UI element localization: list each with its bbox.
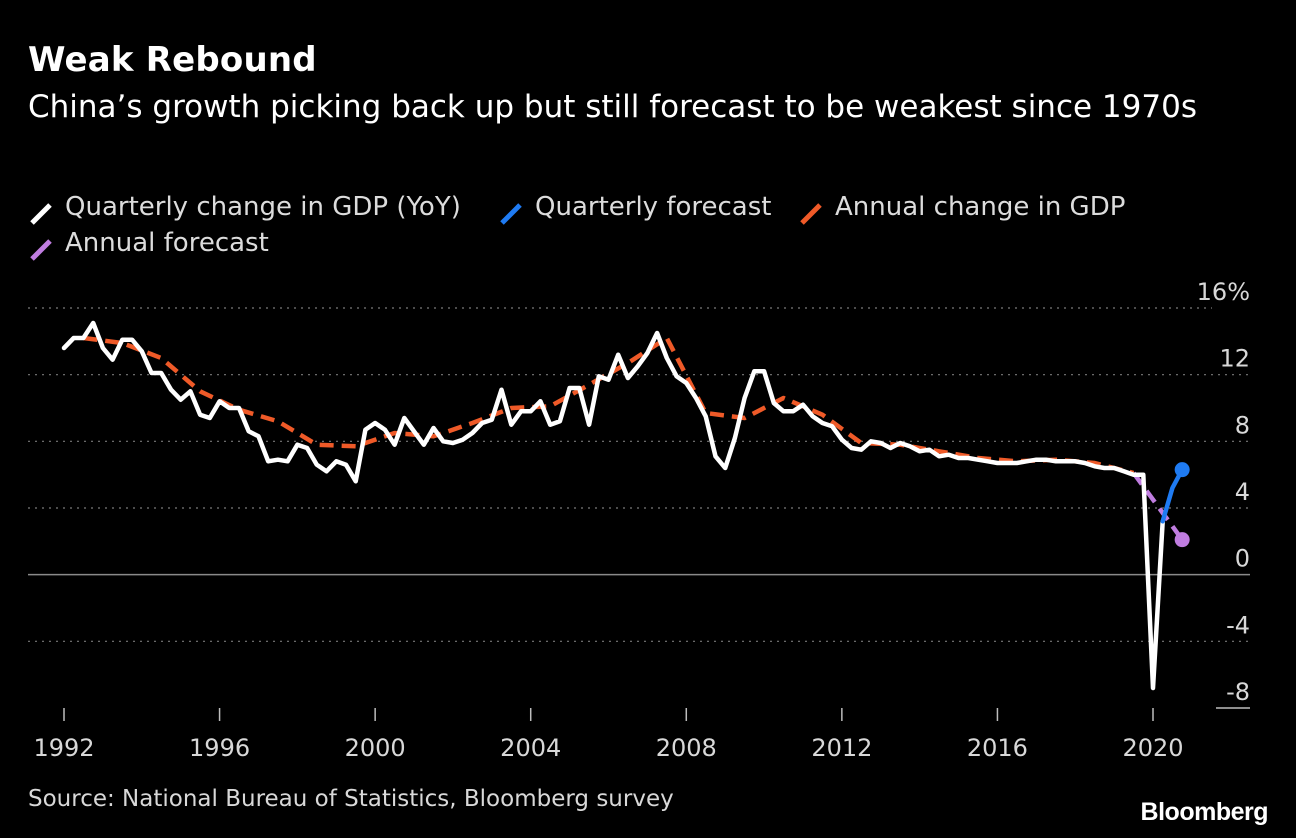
x-tick-label: 1996 [189, 734, 250, 762]
y-tick-label: -8 [1226, 678, 1250, 706]
x-tick-label: 2016 [967, 734, 1028, 762]
x-tick-label: 2000 [345, 734, 406, 762]
series-line-quarterly-forecast [1160, 467, 1185, 524]
y-tick-label: 16% [1197, 278, 1250, 306]
chart-subtitle: China’s growth picking back up but still… [28, 89, 1197, 125]
source-note: Source: National Bureau of Statistics, B… [28, 786, 674, 812]
legend-swatch-line [30, 239, 52, 261]
x-tick-label: 2004 [500, 734, 561, 762]
x-tick-label: 1992 [33, 734, 94, 762]
series-line-annual-change-in-gdp [83, 335, 1135, 476]
legend-swatch-annual-forecast [30, 239, 52, 261]
bloomberg-logo: Bloomberg [1140, 798, 1269, 826]
legend-swatch-line [800, 203, 822, 225]
legend-swatch-quarterly-forecast [500, 203, 522, 225]
y-tick-label: 0 [1235, 545, 1250, 573]
x-tick-label: 2008 [656, 734, 717, 762]
legend-label-quarterly-forecast: Quarterly forecast [535, 192, 772, 222]
series-line-quarterly-change-in-gdp-yoy [61, 320, 1165, 691]
y-tick-label: -4 [1226, 611, 1250, 639]
y-tick-label: 8 [1235, 411, 1250, 439]
legend-swatch-line [30, 203, 52, 225]
legend-swatch-line [500, 203, 522, 225]
x-tick-label: 2020 [1122, 734, 1183, 762]
legend-swatch-annual-gdp [800, 203, 822, 225]
legend-label-quarterly-gdp: Quarterly change in GDP (YoY) [65, 192, 461, 222]
quarterly-forecast-endpoint [1174, 462, 1190, 478]
legend-swatch-quarterly-gdp [30, 203, 52, 225]
legend-label-annual-gdp: Annual change in GDP [835, 192, 1126, 222]
y-tick-label: 12 [1219, 345, 1250, 373]
chart-title: Weak Rebound [28, 40, 317, 80]
legend-label-annual-forecast: Annual forecast [65, 228, 269, 258]
y-tick-label: 4 [1235, 478, 1250, 506]
x-tick-label: 2012 [811, 734, 872, 762]
annual-forecast-endpoint [1174, 532, 1190, 548]
